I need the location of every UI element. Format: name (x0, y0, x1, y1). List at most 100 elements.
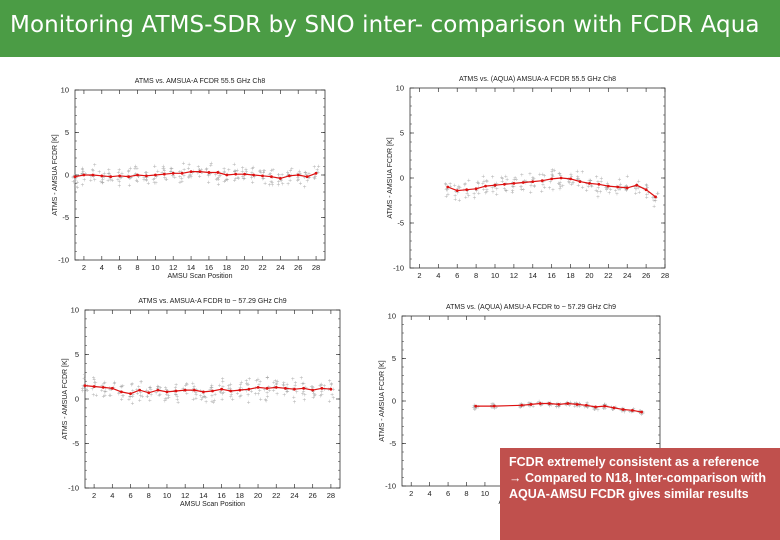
scatter-point: + (185, 391, 189, 397)
scatter-point: + (561, 184, 565, 190)
scatter-point: + (550, 173, 554, 179)
y-tick-label: -10 (68, 484, 79, 493)
scatter-point: + (285, 389, 289, 395)
scatter-point: + (296, 178, 300, 184)
scatter-point: + (165, 392, 169, 398)
x-tick-label: 28 (661, 271, 669, 280)
mean-point (201, 390, 205, 394)
mean-point (118, 174, 122, 178)
scatter-point: + (251, 180, 255, 186)
scatter-point: + (613, 406, 617, 412)
scatter-point: + (291, 377, 295, 383)
scatter-point: + (485, 189, 489, 195)
x-tick-label: 24 (623, 271, 631, 280)
scatter-point: + (475, 404, 479, 410)
scatter-point: + (153, 164, 157, 170)
scatter-point: + (275, 379, 279, 385)
scatter-point: + (610, 405, 614, 411)
scatter-point: + (82, 177, 86, 183)
scatter-point: + (293, 384, 297, 390)
scatter-point: + (73, 184, 77, 190)
scatter-point: + (477, 191, 481, 197)
scatter-point: + (214, 173, 218, 179)
scatter-point: + (492, 406, 496, 412)
scatter-point: + (296, 177, 300, 183)
scatter-point: + (151, 177, 155, 183)
scatter-point: + (119, 397, 123, 403)
scatter-point: + (101, 180, 105, 186)
scatter-point: + (528, 404, 532, 410)
mean-line (74, 170, 317, 180)
scatter-point: + (575, 176, 579, 182)
scatter-point: + (282, 393, 286, 399)
y-tick-label: 10 (71, 306, 79, 315)
scatter-point: + (261, 176, 265, 182)
scatter-point: + (322, 383, 326, 389)
scatter-point: + (522, 403, 526, 409)
x-tick-label: 20 (254, 491, 262, 500)
scatter-point: + (624, 187, 628, 193)
scatter-point: + (271, 388, 275, 394)
x-tick-label: 14 (187, 263, 195, 272)
scatter-point: + (282, 384, 286, 390)
scatter-point: + (268, 171, 272, 177)
mean-point (484, 184, 487, 188)
scatter-point: + (154, 391, 158, 397)
scatter-point: + (318, 394, 322, 400)
scatter-point: + (632, 408, 636, 414)
scatter-point: + (218, 389, 222, 395)
mean-point (606, 184, 610, 188)
scatter-point: + (256, 377, 260, 383)
scatter-point: + (313, 176, 317, 182)
scatter-point: + (120, 384, 124, 390)
scatter-point: + (481, 174, 485, 180)
scatter-point: + (244, 167, 248, 173)
scatter-point: + (591, 404, 595, 410)
mean-point (654, 195, 657, 199)
scatter-point: + (635, 186, 639, 192)
mean-point (136, 173, 139, 177)
mean-point (293, 387, 296, 391)
scatter-point: + (196, 164, 200, 170)
scatter-point: + (593, 407, 597, 413)
scatter-point: + (485, 179, 489, 185)
scatter-point: + (645, 195, 649, 201)
scatter-point: + (320, 389, 324, 395)
scatter-point: + (634, 187, 638, 193)
y-axis-label: ATMS - AMSUA FCDR [K] (52, 134, 59, 215)
mean-point (578, 180, 582, 183)
scatter-point: + (521, 404, 525, 410)
scatter-point: + (258, 169, 262, 175)
scatter-point: + (238, 383, 242, 389)
scatter-point: + (94, 393, 98, 399)
scatter-point: + (82, 372, 86, 378)
x-tick-label: 2 (409, 489, 413, 498)
scatter-point: + (118, 175, 122, 181)
scatter-point: + (606, 185, 610, 191)
scatter-point: + (286, 182, 290, 188)
scatter-point: + (262, 168, 266, 174)
scatter-point: + (490, 401, 494, 407)
scatter-point: + (457, 198, 461, 204)
x-tick-label: 18 (566, 271, 574, 280)
scatter-point: + (482, 187, 486, 193)
scatter-point: + (249, 173, 253, 179)
scatter-point: + (118, 175, 122, 181)
scatter-point: + (158, 392, 162, 398)
scatter-point: + (465, 191, 469, 197)
scatter-point: + (138, 398, 142, 404)
scatter-point: + (531, 177, 535, 183)
scatter-point: + (241, 175, 245, 181)
scatter-point: + (146, 181, 150, 187)
scatter-point: + (453, 197, 457, 203)
mean-point (612, 406, 616, 410)
scatter-point: + (71, 175, 75, 181)
scatter-point: + (476, 182, 480, 188)
scatter-point: + (89, 178, 93, 184)
scatter-point: + (170, 173, 174, 179)
scatter-point: + (109, 387, 113, 393)
scatter-point: + (594, 174, 598, 180)
scatter-point: + (624, 184, 628, 190)
scatter-point: + (269, 168, 273, 174)
mean-point (73, 175, 77, 179)
